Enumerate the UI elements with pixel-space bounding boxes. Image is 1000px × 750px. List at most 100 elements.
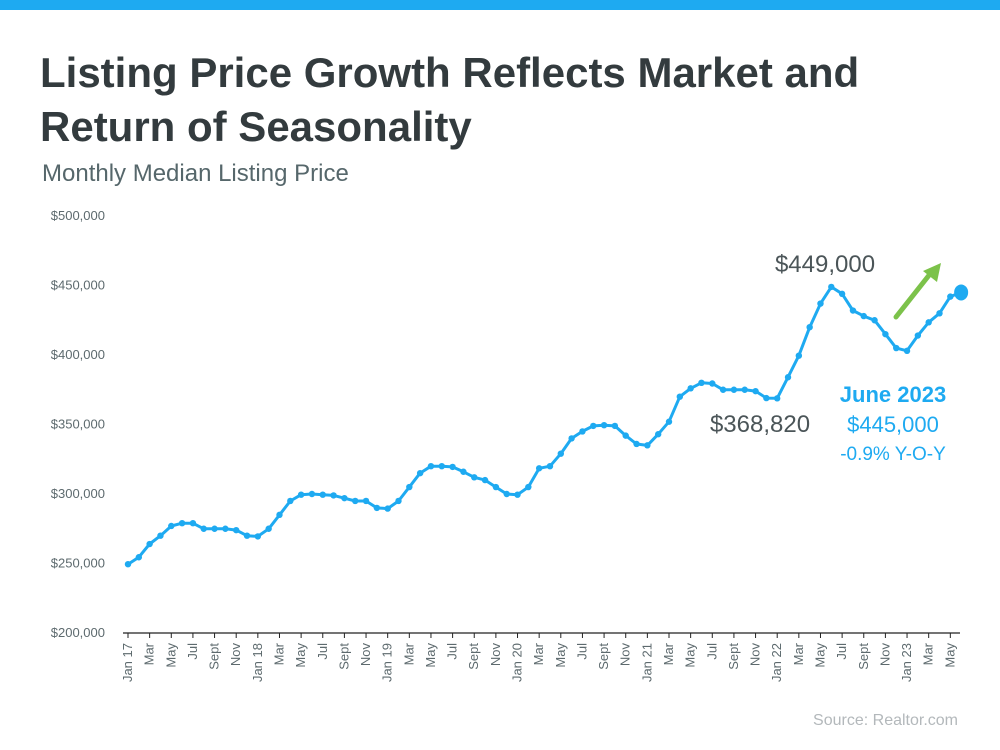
data-point xyxy=(254,533,262,540)
data-point xyxy=(395,497,402,505)
x-tick-label: Mar xyxy=(661,642,676,665)
y-tick-label: $200,000 xyxy=(51,625,105,640)
x-tick-label: Sept xyxy=(596,643,611,670)
data-point xyxy=(687,385,694,392)
data-point xyxy=(297,491,305,498)
data-point xyxy=(784,374,792,381)
data-point xyxy=(795,352,803,359)
data-point xyxy=(373,504,381,512)
data-point xyxy=(838,290,846,298)
data-point xyxy=(698,379,705,386)
x-tick-label: Jan 22 xyxy=(769,643,784,682)
data-point xyxy=(276,511,283,519)
data-point xyxy=(568,435,575,442)
data-point xyxy=(406,483,413,491)
x-tick-label: Jul xyxy=(445,643,460,660)
data-point xyxy=(514,491,521,498)
x-tick-label: May xyxy=(163,643,178,668)
x-tick-label: Mar xyxy=(531,642,546,665)
data-point xyxy=(384,505,391,512)
x-tick-label: Mar xyxy=(142,642,157,665)
x-tick-label: Sept xyxy=(726,643,741,670)
data-point xyxy=(936,310,943,317)
data-point xyxy=(233,526,240,534)
x-tick-label: Jan 19 xyxy=(380,643,395,682)
y-tick-label: $400,000 xyxy=(51,347,105,362)
data-point xyxy=(460,468,467,475)
x-tick-label: Sept xyxy=(466,643,481,670)
data-point xyxy=(124,560,132,568)
data-point xyxy=(471,474,478,481)
data-point xyxy=(633,440,640,448)
data-point xyxy=(287,497,294,505)
data-point xyxy=(849,307,857,314)
x-tick-label: Mar xyxy=(401,642,416,665)
data-point xyxy=(330,492,337,499)
data-point xyxy=(817,300,824,307)
x-tick-label: May xyxy=(812,643,827,668)
peak-annotation: $449,000 xyxy=(775,251,875,278)
data-point xyxy=(189,519,197,527)
annotations: $449,000 $368,820 June 2023 $445,000 -0.… xyxy=(710,251,946,465)
data-point xyxy=(449,463,456,471)
data-point xyxy=(644,442,651,449)
y-axis: $200,000 $250,000 $300,000 $350,000 $400,000… xyxy=(51,208,105,640)
x-tick-label: Jul xyxy=(574,643,589,660)
x-tick-label: May xyxy=(553,643,568,668)
latest-month-annotation: June 2023 xyxy=(840,382,946,407)
chart-subtitle: Monthly Median Listing Price xyxy=(42,160,349,187)
data-point xyxy=(178,519,186,527)
x-tick-label: Nov xyxy=(488,643,503,667)
x-tick-label: Nov xyxy=(877,643,892,667)
x-tick-label: Jul xyxy=(315,643,330,660)
data-point xyxy=(665,418,673,425)
data-point xyxy=(362,497,370,505)
data-point xyxy=(752,387,759,395)
data-point xyxy=(654,431,662,438)
x-tick-label: Jan 18 xyxy=(250,643,265,682)
x-axis: Jan 17 Mar May Jul Sept Nov Jan 18 Mar May Jul Sep… xyxy=(120,632,960,682)
y-tick-label: $500,000 xyxy=(51,208,105,223)
data-point xyxy=(416,469,424,477)
data-point xyxy=(925,319,932,326)
latest-data-point xyxy=(954,284,969,301)
data-point xyxy=(535,465,543,472)
data-point xyxy=(546,463,554,470)
data-point xyxy=(243,532,251,539)
data-point xyxy=(265,525,272,532)
x-tick-label: May xyxy=(423,643,438,668)
data-point xyxy=(135,554,143,561)
data-point xyxy=(871,317,878,324)
y-tick-label: $250,000 xyxy=(51,556,105,571)
x-tick-label: Jul xyxy=(704,643,719,660)
data-point xyxy=(914,332,922,339)
data-point xyxy=(882,330,889,338)
y-tick-label: $350,000 xyxy=(51,417,105,432)
data-point xyxy=(146,540,153,548)
data-point xyxy=(168,522,175,530)
data-point xyxy=(427,463,435,470)
data-point xyxy=(828,283,835,291)
y-tick-label: $450,000 xyxy=(51,278,105,293)
x-tick-label: Jul xyxy=(834,643,849,660)
x-tick-label: Nov xyxy=(228,643,243,667)
latest-change-annotation: -0.9% Y-O-Y xyxy=(840,444,946,465)
x-tick-label: Jan 17 xyxy=(120,643,135,682)
x-tick-label: Jan 23 xyxy=(899,643,914,682)
up-arrow-icon xyxy=(893,263,941,320)
data-point xyxy=(903,347,911,355)
x-tick-label: Jan 21 xyxy=(639,643,654,682)
data-point xyxy=(947,293,954,300)
x-tick-label: May xyxy=(683,643,698,668)
data-point xyxy=(806,324,813,331)
data-point xyxy=(200,525,207,532)
data-point xyxy=(492,483,500,491)
data-point xyxy=(579,428,586,435)
x-tick-label: Mar xyxy=(921,642,936,665)
data-point xyxy=(893,344,900,352)
page-title: Listing Price Growth Reflects Market and… xyxy=(40,49,860,150)
data-point xyxy=(622,432,629,439)
data-point xyxy=(719,386,727,393)
data-point xyxy=(352,497,359,505)
